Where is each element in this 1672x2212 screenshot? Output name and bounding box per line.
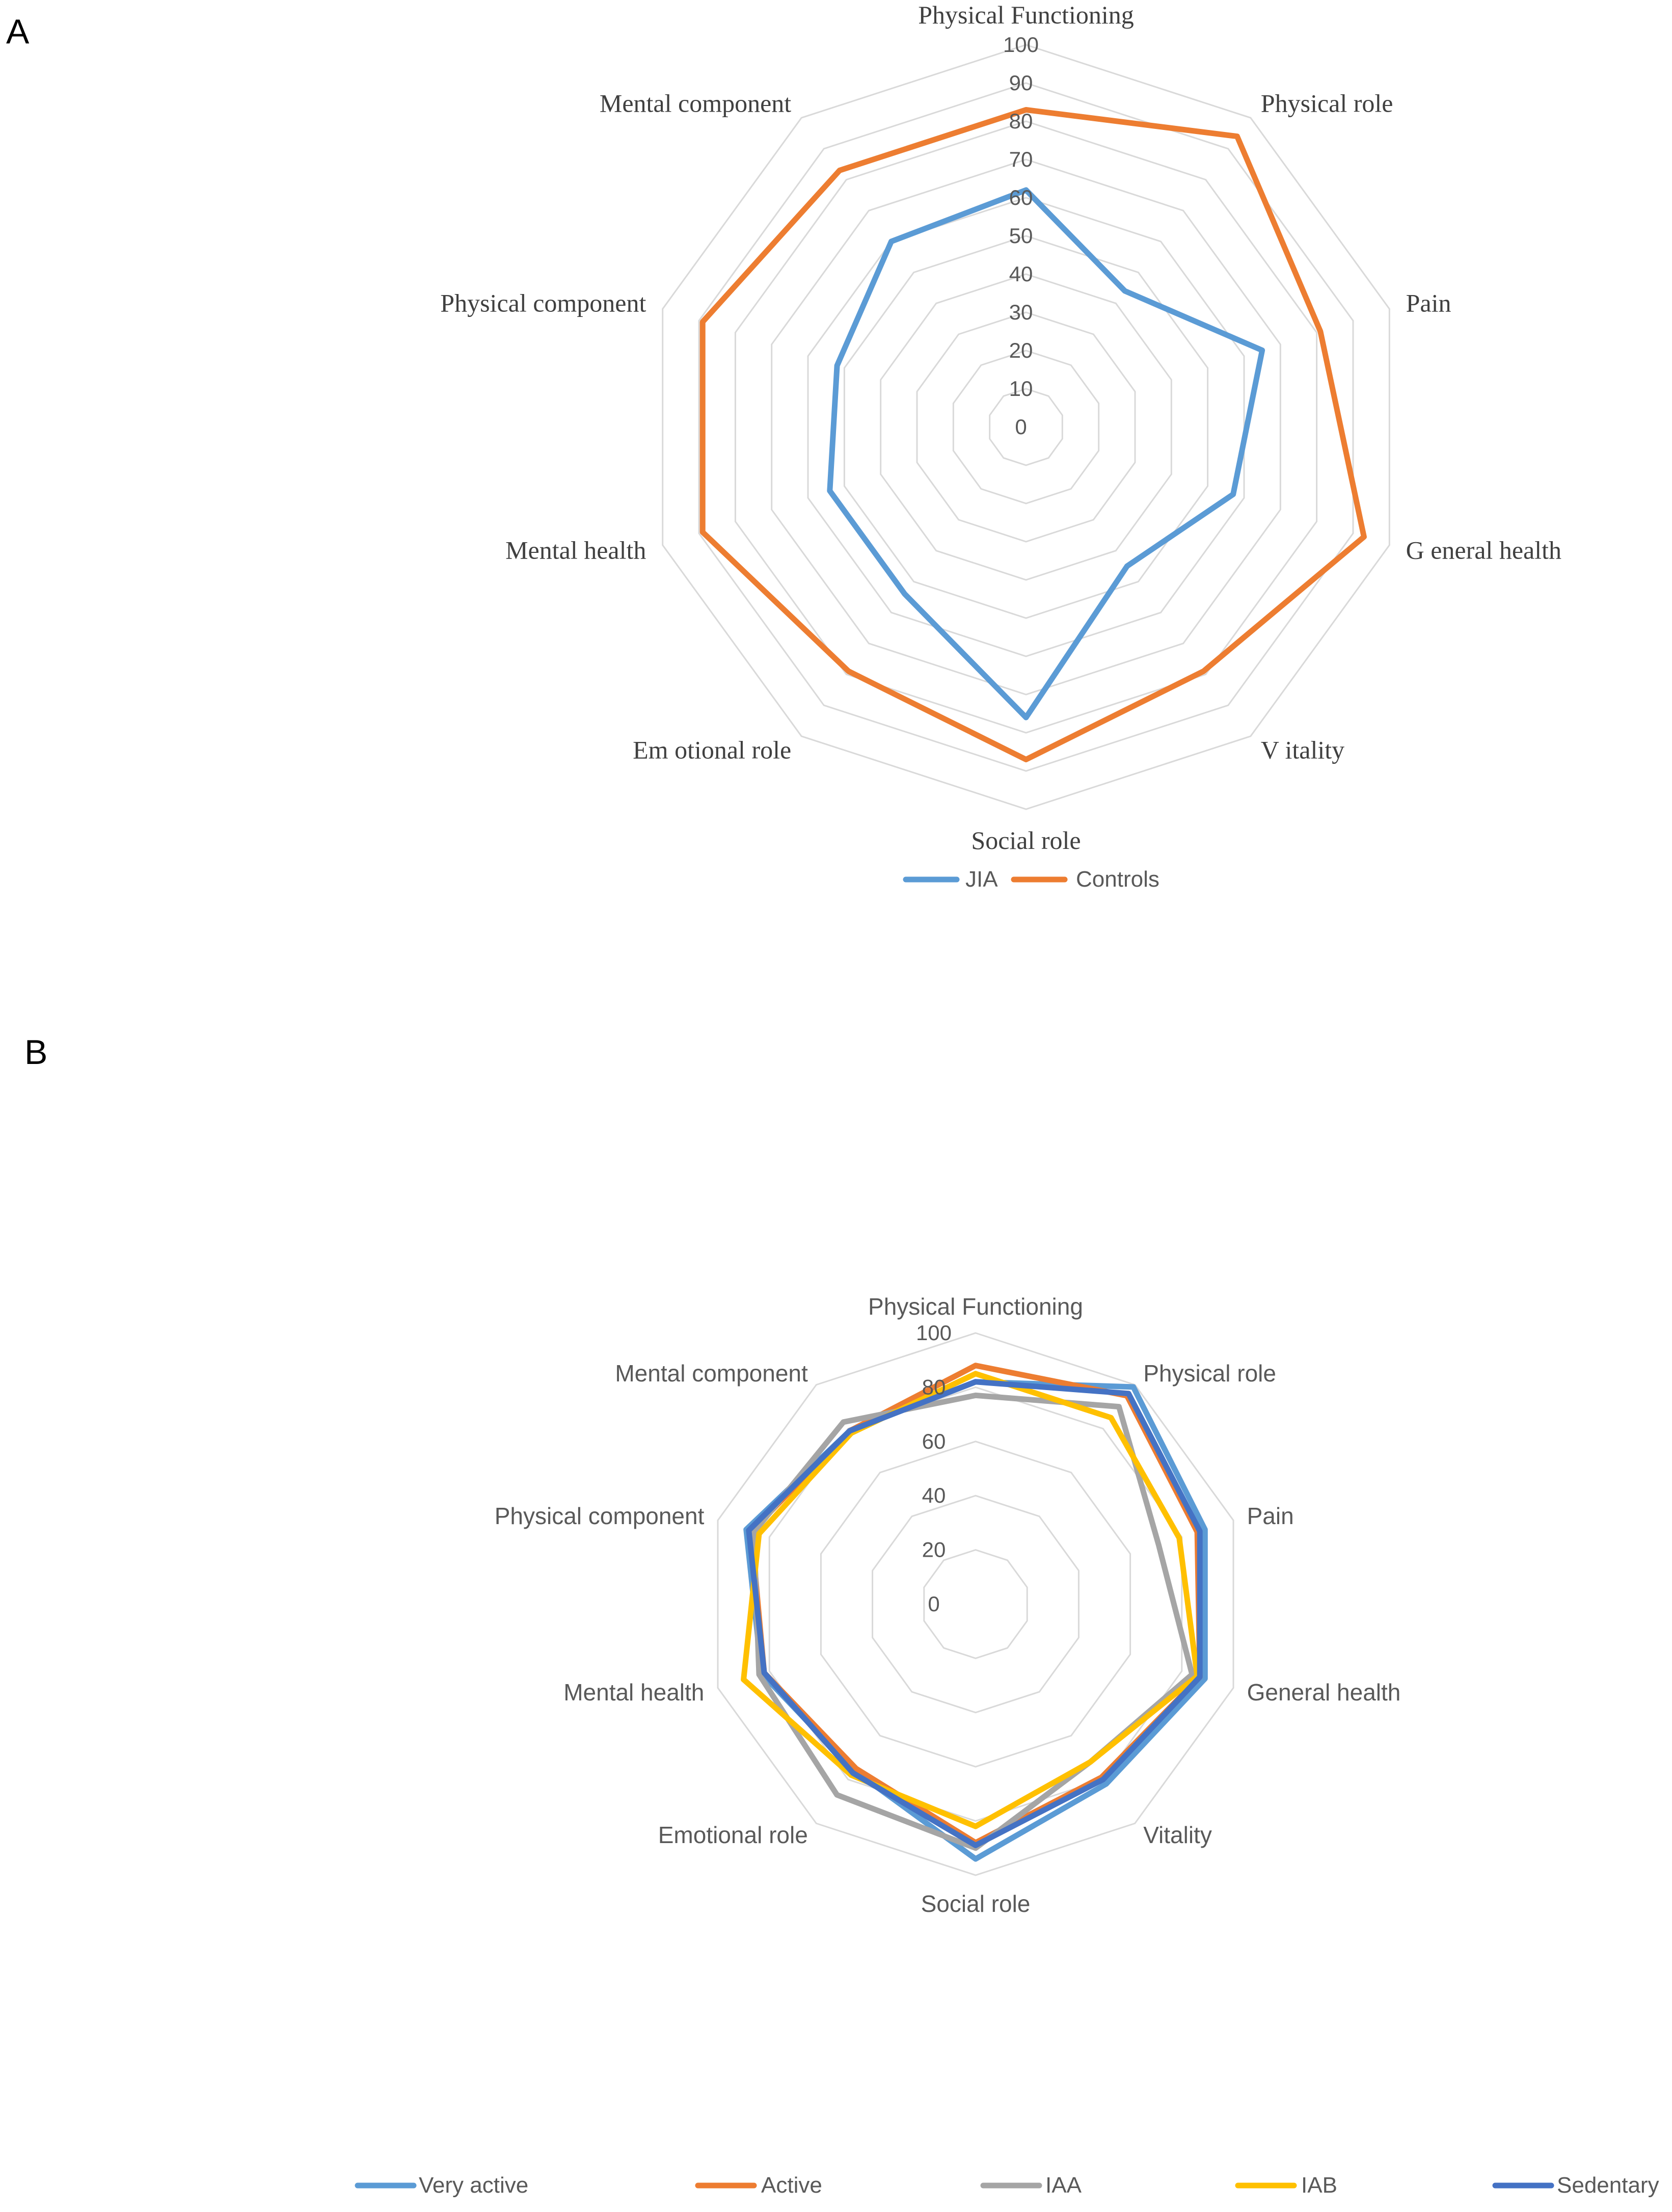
grid-ring-60 [807, 197, 1245, 657]
grid-ring-20 [952, 350, 1100, 504]
grid-ring-10 [989, 388, 1063, 466]
grid-ring-70 [771, 158, 1281, 696]
legend-b: Very active Active IAA IAB Sedentary [355, 2173, 1659, 2198]
tick-label-80: 80 [1009, 109, 1033, 133]
category-label-vitality: V itality [1261, 735, 1344, 764]
series-line-sedentary [746, 1379, 1203, 1848]
legend-label-very-active: Very active [419, 2173, 528, 2198]
radar-categories-b: Physical Functioning Physical role Pain Gen… [495, 1293, 1401, 1917]
grid-ring-30 [916, 311, 1136, 543]
radar-series-a [699, 107, 1367, 762]
category-label-physical-component: Physical component [440, 289, 646, 317]
grid-ring-50 [843, 235, 1209, 619]
series-line-iab [741, 1371, 1200, 1829]
category-label-mental-component: Mental component [615, 1360, 808, 1387]
grid-ring-60 [820, 1441, 1131, 1768]
tick-label-70: 70 [1009, 147, 1033, 171]
series-line-jia [827, 187, 1265, 721]
panel-b-letter: B [24, 1033, 47, 1072]
category-label-mental-health: Mental health [563, 1679, 704, 1705]
grid-ring-100 [717, 1332, 1234, 1876]
grid-ring-100 [662, 44, 1390, 810]
legend-label-iab: IAB [1301, 2173, 1337, 2198]
tick-label-30: 30 [1009, 300, 1033, 324]
radar-grid-a [662, 44, 1390, 810]
grid-ring-20 [923, 1549, 1028, 1659]
tick-label-40: 40 [922, 1483, 946, 1507]
grid-ring-40 [880, 273, 1172, 581]
legend-label-active: Active [761, 2173, 822, 2198]
category-label-mental-component: Mental component [600, 89, 791, 118]
category-label-physical-functioning: Physical Functioning [918, 1, 1134, 29]
tick-label-0: 0 [928, 1592, 939, 1616]
category-label-pain: Pain [1406, 289, 1451, 317]
legend-label-iaa: IAA [1045, 2173, 1082, 2198]
grid-ring-40 [872, 1495, 1080, 1714]
category-label-physical-role: Physical role [1143, 1360, 1276, 1387]
tick-label-40: 40 [1009, 262, 1033, 286]
category-label-physical-role: Physical role [1261, 89, 1393, 118]
tick-label-100: 100 [1003, 33, 1039, 57]
category-label-physical-component: Physical component [495, 1503, 705, 1529]
legend-label-jia: JIA [965, 867, 998, 892]
legend-a: JIA Controls [903, 867, 1159, 892]
grid-ring-80 [734, 120, 1318, 734]
tick-label-0: 0 [1015, 415, 1027, 439]
grid-ring-90 [698, 82, 1354, 772]
tick-label-60: 60 [922, 1429, 946, 1453]
radar-series-b [741, 1363, 1208, 1862]
tick-label-20: 20 [922, 1538, 946, 1562]
radar-ticks-a: 0 10 20 30 40 50 60 70 80 90 100 [1003, 33, 1039, 439]
category-label-physical-functioning: Physical Functioning [868, 1293, 1083, 1320]
tick-label-100: 100 [916, 1321, 952, 1345]
tick-label-50: 50 [1009, 224, 1033, 248]
panel-a-letter: A [6, 12, 30, 51]
category-label-general-health: General health [1247, 1679, 1401, 1705]
radar-ticks-b: 0 20 40 60 80 100 [916, 1321, 952, 1616]
tick-label-90: 90 [1009, 71, 1033, 95]
category-label-social-role: Social role [971, 826, 1081, 855]
category-label-vitality: Vitality [1143, 1822, 1212, 1848]
category-label-pain: Pain [1247, 1503, 1294, 1529]
tick-label-20: 20 [1009, 338, 1033, 362]
category-label-mental-health: Mental health [505, 536, 646, 564]
legend-label-controls: Controls [1076, 867, 1159, 892]
tick-label-10: 10 [1009, 377, 1033, 401]
tick-label-80: 80 [922, 1375, 946, 1399]
radar-grid-b [717, 1332, 1234, 1876]
series-line-controls [699, 107, 1367, 762]
category-label-social-role: Social role [921, 1890, 1031, 1917]
radar-categories-a: Physical Functioning Physical role Pain G e… [440, 1, 1561, 855]
legend-label-sedentary: Sedentary [1557, 2173, 1659, 2198]
tick-label-60: 60 [1009, 185, 1033, 209]
category-label-general-health: G eneral health [1406, 536, 1561, 564]
category-label-emotional-role: Em otional role [633, 735, 791, 764]
category-label-emotional-role: Emotional role [658, 1822, 808, 1848]
